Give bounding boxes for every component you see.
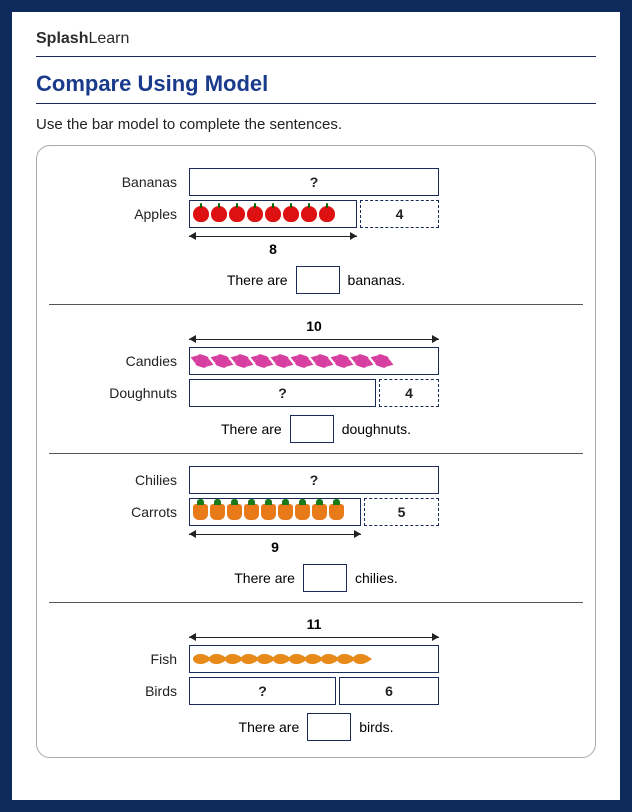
- value-segment: 4: [360, 200, 439, 228]
- fish-icon: [193, 654, 207, 664]
- candy-icon: [294, 353, 309, 368]
- candy-icon: [354, 353, 369, 368]
- bar-model: ?: [189, 466, 439, 494]
- fish-icon: [305, 654, 319, 664]
- candy-icon: [234, 353, 249, 368]
- dimension-number: 8: [189, 241, 357, 257]
- sentence-item: birds.: [359, 719, 393, 735]
- fish-icon: [273, 654, 287, 664]
- fish-icon: [321, 654, 335, 664]
- problem: 11 Fish Birds?6 There are birds.: [49, 603, 583, 751]
- apple-icon: [301, 206, 317, 222]
- sentence-prefix: There are: [234, 570, 295, 586]
- row-label: Birds: [49, 683, 189, 699]
- value-segment: ?: [189, 466, 439, 494]
- candy-icon: [194, 353, 209, 368]
- apple-icon: [265, 206, 281, 222]
- candy-icon: [374, 353, 389, 368]
- row-label: Apples: [49, 206, 189, 222]
- fish-icon: [209, 654, 223, 664]
- answer-blank[interactable]: [307, 713, 351, 741]
- carrot-icon: [210, 504, 225, 520]
- fish-icon: [337, 654, 351, 664]
- answer-sentence: There are birds.: [49, 713, 583, 741]
- value-segment: ?: [189, 677, 336, 705]
- sentence-item: bananas.: [348, 272, 406, 288]
- apple-icon: [319, 206, 335, 222]
- dimension-number: 11: [189, 616, 439, 632]
- instructions-text: Use the bar model to complete the senten…: [36, 116, 596, 133]
- carrot-icon: [244, 504, 259, 520]
- carrot-icon: [278, 504, 293, 520]
- value-segment: 6: [339, 677, 439, 705]
- fish-icon: [257, 654, 271, 664]
- bar-model: 5: [189, 498, 439, 526]
- answer-sentence: There are doughnuts.: [49, 415, 583, 443]
- carrot-icon: [312, 504, 327, 520]
- apple-icon: [283, 206, 299, 222]
- problems-container: Bananas?Apples48There arebananas.10Candi…: [36, 145, 596, 758]
- value-segment: ?: [189, 379, 376, 407]
- fish-icon: [353, 654, 367, 664]
- row-label: Fish: [49, 651, 189, 667]
- candy-icon: [334, 353, 349, 368]
- value-segment: 5: [364, 498, 439, 526]
- bar-model: [189, 347, 439, 375]
- candy-icon: [274, 353, 289, 368]
- dimension-number: 10: [189, 318, 439, 334]
- row-label: Carrots: [49, 504, 189, 520]
- row-label: Bananas: [49, 174, 189, 190]
- page-title: Compare Using Model: [36, 71, 596, 104]
- apple-icon: [211, 206, 227, 222]
- apple-icon: [247, 206, 263, 222]
- row-label: Chilies: [49, 472, 189, 488]
- value-segment: 4: [379, 379, 439, 407]
- carrot-icon: [261, 504, 276, 520]
- problem: 10 Candies Doughnuts?4 There are doughnuts.: [49, 305, 583, 454]
- apple-icon: [193, 206, 209, 222]
- sentence-item: chilies.: [355, 570, 398, 586]
- row-label: Doughnuts: [49, 385, 189, 401]
- bar-model: ?6: [189, 677, 439, 705]
- bar-model: [189, 645, 439, 673]
- candy-icon: [214, 353, 229, 368]
- row-label: Candies: [49, 353, 189, 369]
- value-segment: ?: [189, 168, 439, 196]
- carrot-icon: [227, 504, 242, 520]
- brand-part1: Splash: [36, 30, 88, 47]
- carrot-icon: [295, 504, 310, 520]
- fish-icon: [289, 654, 303, 664]
- icon-segment: [189, 645, 439, 673]
- answer-blank[interactable]: [303, 564, 347, 592]
- answer-blank[interactable]: [290, 415, 334, 443]
- problem: Bananas?Apples 48 There are bananas.: [49, 156, 583, 305]
- carrot-icon: [329, 504, 344, 520]
- brand-part2: Learn: [88, 30, 129, 47]
- sentence-prefix: There are: [221, 421, 282, 437]
- brand-header: SplashLearn: [36, 30, 596, 57]
- problem: Chilies?Carrots 59 There are chilies.: [49, 454, 583, 603]
- sentence-item: doughnuts.: [342, 421, 411, 437]
- worksheet-page: SplashLearn Compare Using Model Use the …: [12, 12, 620, 800]
- bar-model: ?4: [189, 379, 439, 407]
- answer-blank[interactable]: [296, 266, 340, 294]
- candy-icon: [254, 353, 269, 368]
- fish-icon: [241, 654, 255, 664]
- apple-icon: [229, 206, 245, 222]
- fish-icon: [225, 654, 239, 664]
- icon-segment: [189, 498, 361, 526]
- bar-model: 4: [189, 200, 439, 228]
- carrot-icon: [193, 504, 208, 520]
- icon-segment: [189, 347, 439, 375]
- answer-sentence: There are bananas.: [49, 266, 583, 294]
- sentence-prefix: There are: [239, 719, 300, 735]
- candy-icon: [314, 353, 329, 368]
- dimension-number: 9: [189, 539, 361, 555]
- bar-model: ?: [189, 168, 439, 196]
- answer-sentence: There are chilies.: [49, 564, 583, 592]
- sentence-prefix: There are: [227, 272, 288, 288]
- icon-segment: [189, 200, 357, 228]
